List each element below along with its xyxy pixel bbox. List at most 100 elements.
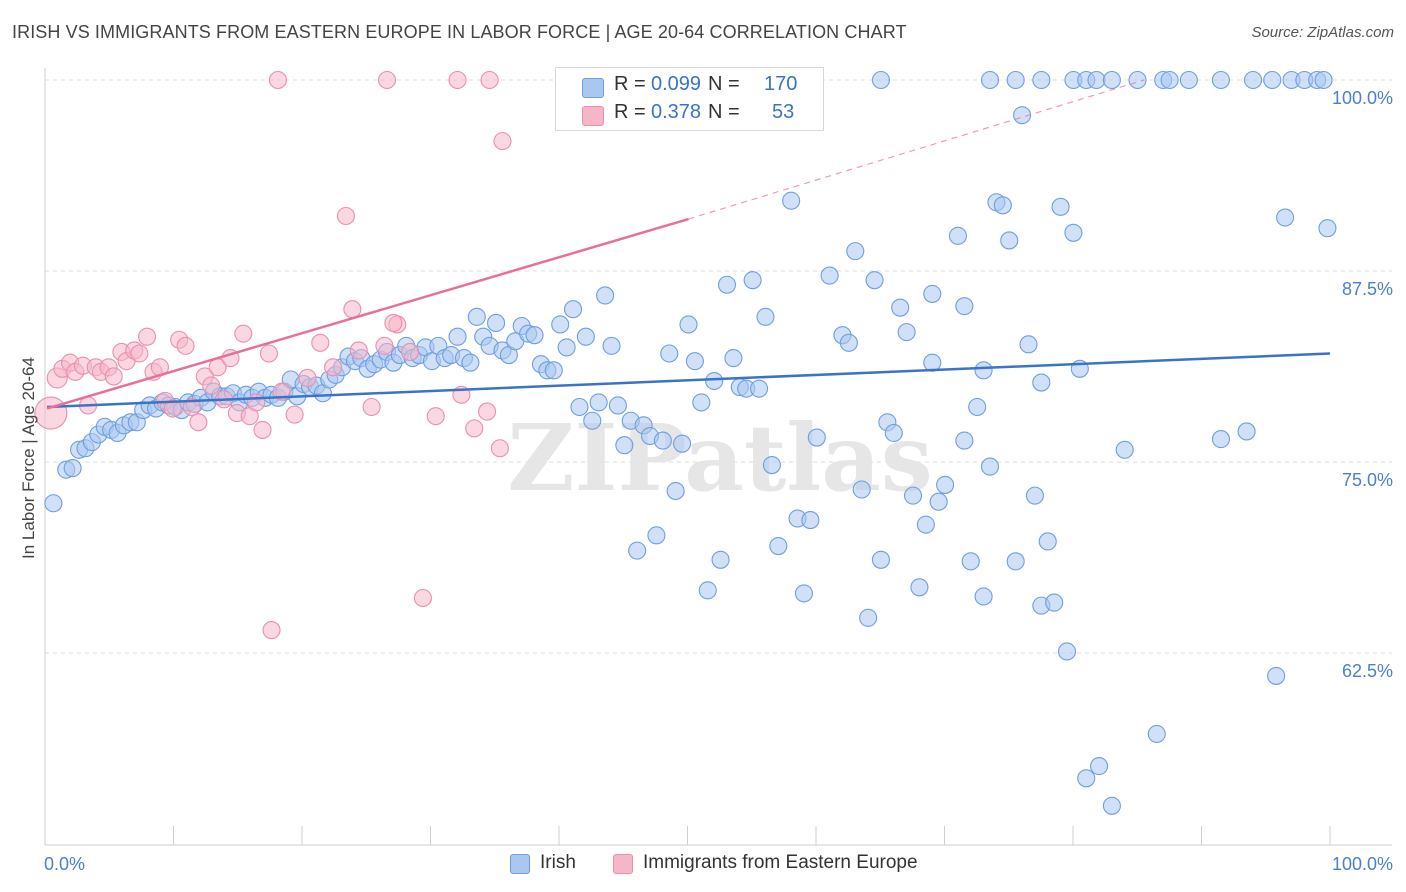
chart-title: IRISH VS IMMIGRANTS FROM EASTERN EUROPE … [12, 22, 907, 42]
eastern-point [401, 342, 420, 362]
legend-n-value: 53 [772, 101, 795, 123]
irish-point [1019, 335, 1038, 354]
irish-point [525, 326, 544, 345]
irish-point [897, 323, 916, 342]
eastern-point [298, 368, 317, 388]
legend-n-label: N = [708, 101, 740, 123]
irish-point [660, 344, 679, 363]
eastern-point [130, 344, 149, 363]
legend-n-value: 170 [764, 73, 798, 95]
legend-r-value: 0.378 [651, 101, 702, 123]
irish-point [756, 307, 775, 326]
irish-point [929, 492, 948, 511]
irish-trendline [46, 352, 1331, 409]
irish-point [1237, 422, 1256, 441]
irish-point [807, 428, 826, 447]
irish-point [1090, 757, 1109, 776]
legend-r-label: R = [614, 101, 646, 123]
eastern-point [493, 132, 512, 151]
eastern-point [253, 420, 272, 439]
irish-point [852, 480, 871, 499]
eastern-point [336, 206, 355, 226]
eastern-point [268, 70, 287, 90]
eastern-point [324, 358, 343, 377]
irish-point [63, 459, 82, 478]
irish-point [1025, 486, 1044, 505]
irish-point [551, 315, 570, 334]
eastern-point [478, 402, 497, 421]
eastern-point [202, 376, 221, 395]
irish-point [750, 379, 769, 398]
irish-point [44, 494, 63, 513]
eastern-point [189, 413, 208, 432]
irish-point [1211, 70, 1230, 90]
eastern-point [343, 300, 362, 319]
irish-point [955, 431, 974, 450]
irish-point [724, 349, 743, 368]
irish-point [1038, 532, 1057, 551]
irish-point [1032, 70, 1051, 90]
y-tick-label: 100.0% [1332, 88, 1393, 108]
eastern-point [426, 407, 445, 426]
irish-point [685, 352, 704, 371]
y-tick-label: 75.0% [1342, 470, 1393, 490]
irish-point [1147, 724, 1166, 744]
tick-labels: 62.5% 75.0% 87.5% 100.0% 0.0% 100.0% [44, 88, 1393, 874]
irish-point [1045, 593, 1064, 612]
irish-point [628, 541, 647, 560]
irish-point [794, 584, 814, 603]
eastern-point [138, 327, 157, 346]
legend-row-eastern: R = 0.378 N = 53 [556, 101, 823, 129]
irish-point [1006, 552, 1025, 571]
eastern-points [34, 70, 512, 640]
eastern-point [176, 336, 195, 355]
irish-point [576, 327, 595, 346]
irish-point [1000, 231, 1019, 250]
irish-point [839, 333, 858, 352]
irish-point [679, 315, 698, 334]
eastern-point [384, 313, 403, 333]
irish-point [1243, 70, 1263, 90]
irish-point [717, 275, 737, 294]
irish-point [544, 361, 563, 380]
irish-point [923, 284, 942, 303]
irish-point [891, 298, 910, 317]
irish-point [801, 511, 820, 530]
irish-point [673, 434, 692, 453]
irish-point [871, 550, 891, 569]
irish-point [1179, 70, 1198, 90]
eastern-point [234, 324, 253, 343]
irish-point [903, 486, 923, 505]
y-axis-label: In Labor Force | Age 20-64 [19, 357, 38, 559]
eastern-point [465, 419, 484, 438]
x-tick-label: 100.0% [1332, 854, 1393, 874]
irish-point [1102, 796, 1121, 815]
irish-point [961, 552, 980, 571]
eastern-point [285, 405, 304, 424]
irish-point [467, 307, 486, 326]
irish-point [647, 526, 666, 545]
legend: R = 0.099 N = 170 R = 0.378 N = 53 [555, 67, 824, 131]
axes [44, 68, 1392, 846]
irish-point [1314, 70, 1333, 90]
irish-point [1064, 223, 1083, 242]
irish-point [698, 581, 717, 600]
eastern-point [182, 397, 202, 417]
irish-point [859, 608, 878, 627]
irish-point [615, 436, 634, 455]
irish-point [865, 271, 884, 290]
irish-point [1318, 219, 1337, 238]
irish-point [1006, 70, 1025, 90]
irish-point [910, 578, 929, 597]
irish-point [993, 196, 1012, 215]
eastern-point [34, 396, 68, 430]
eastern-point [311, 333, 330, 352]
eastern-trendline-extension [688, 79, 1145, 220]
irish-point [448, 327, 467, 346]
legend-swatch-eastern [582, 106, 604, 126]
eastern-point [104, 367, 123, 386]
irish-point [1051, 197, 1070, 216]
irish-point [936, 475, 955, 494]
irish-point [461, 353, 480, 372]
irish-point [486, 313, 506, 333]
